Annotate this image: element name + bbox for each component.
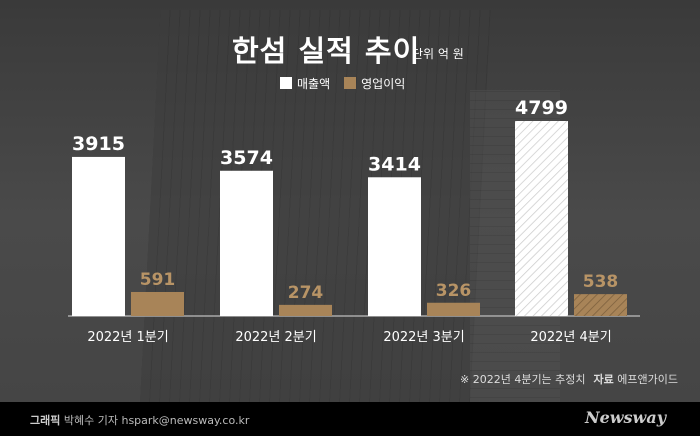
category-label: 2022년 2분기 [235,330,316,345]
revenue-bar [368,177,421,316]
operating-profit-bar [427,302,480,316]
operating-profit-bar [574,294,627,316]
credit: 그래픽 박혜수 기자 hspark@newsway.co.kr [30,412,249,428]
estimate-note: ※ 2022년 4분기는 추정치 [460,373,586,386]
legend-item-revenue: 매출액 [280,75,330,92]
operating-profit-label: 274 [288,283,324,303]
footer: 그래픽 박혜수 기자 hspark@newsway.co.kr Newsway [0,402,700,436]
legend-swatch [280,77,292,89]
source: 에프앤가이드 [617,373,679,386]
legend-item-operating-profit: 영업이익 [344,75,405,92]
legend: 매출액 영업이익 [280,75,405,92]
revenue-label: 3915 [72,133,125,155]
chart-title: 한섬 실적 추이 [232,34,421,68]
category-label: 2022년 4분기 [530,330,611,345]
category-label: 2022년 3분기 [383,330,464,345]
unit-label: 단위 억 원 [412,47,464,61]
operating-profit-label: 591 [140,270,176,290]
reporter-credit: 박혜수 기자 hspark@newsway.co.kr [63,414,250,427]
operating-profit-bar [279,304,332,316]
revenue-label: 3414 [368,153,421,175]
source-label: 자료 [593,373,614,386]
footnote: ※ 2022년 4분기는 추정치 자료 에프앤가이드 [460,371,678,387]
operating-profit-label: 326 [436,281,472,301]
revenue-label: 3574 [220,147,273,169]
operating-profit-label: 538 [583,272,619,292]
legend-label: 매출액 [297,77,331,91]
revenue-label: 4799 [515,97,568,119]
newsway-logo: Newsway [584,408,666,427]
category-label: 2022년 1분기 [87,330,168,345]
legend-swatch [344,77,357,89]
revenue-bar [515,121,568,316]
operating-profit-bar [131,291,184,316]
revenue-bar [220,170,273,316]
revenue-bar [72,156,125,316]
graphic-label: 그래픽 [30,414,61,427]
legend-label: 영업이익 [361,77,406,91]
